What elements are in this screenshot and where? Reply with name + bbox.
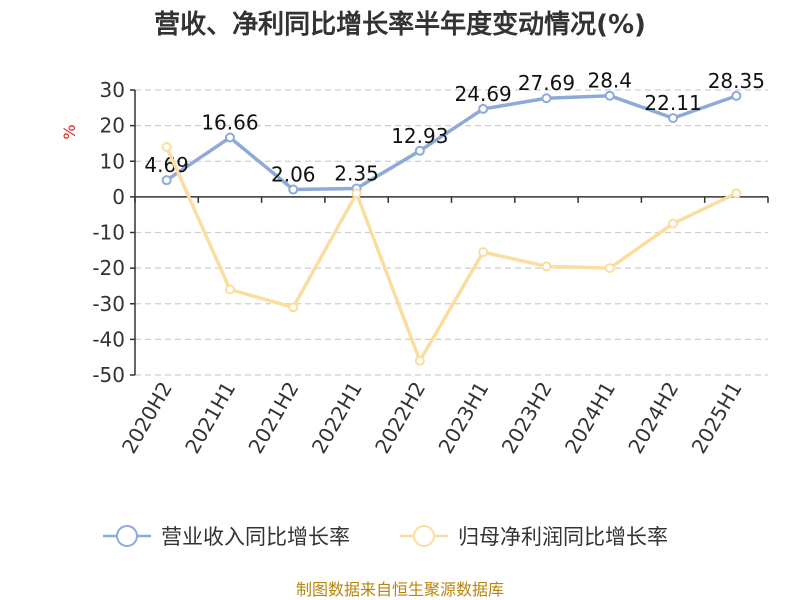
- data-label: 4.69: [144, 153, 189, 177]
- data-label: 28.4: [587, 69, 632, 93]
- series-layer: 4.69 16.66 2.06 2.35 12.93 24.69 27.69 28.4 22.1…: [144, 69, 765, 366]
- legend-marker: [116, 525, 138, 547]
- y-axis-unit: %: [60, 124, 79, 139]
- legend-marker: [413, 525, 435, 547]
- data-point: [414, 355, 425, 366]
- data-point: [161, 175, 172, 186]
- y-tick-label: -20: [92, 256, 125, 280]
- data-point: [731, 188, 742, 199]
- y-tick-label: -10: [92, 221, 125, 245]
- x-tick-label: 2022H2: [370, 378, 430, 458]
- data-point: [288, 184, 299, 195]
- data-label: 28.35: [708, 69, 765, 93]
- data-label: 27.69: [518, 71, 575, 95]
- y-tick-label: 30: [100, 78, 125, 102]
- y-tick-label: 10: [100, 149, 125, 173]
- data-label: 2.06: [271, 163, 316, 187]
- data-point: [668, 218, 679, 229]
- x-tick-label: 2023H2: [497, 378, 557, 458]
- data-point: [161, 142, 172, 152]
- legend[interactable]: 营业收入同比增长率 归母净利润同比增长率: [103, 525, 668, 549]
- y-tick-label: -30: [92, 292, 125, 316]
- data-point: [351, 188, 362, 199]
- data-point: [731, 90, 742, 101]
- data-label: 2.35: [334, 162, 379, 186]
- series-line-0: [165, 93, 737, 192]
- data-point: [541, 261, 552, 272]
- legend-label: 营业收入同比增长率: [161, 525, 350, 549]
- x-tick-label: 2021H1: [180, 378, 240, 458]
- data-point: [224, 284, 235, 295]
- x-tick-label: 2025H1: [687, 378, 747, 458]
- data-label: 12.93: [391, 124, 448, 148]
- y-tick-label: -50: [92, 363, 125, 387]
- chart-title: 营收、净利同比增长率半年度变动情况(%): [154, 9, 646, 40]
- legend-label: 归母净利润同比增长率: [458, 525, 668, 549]
- y-tick-labels: 30 20 10 0 -10 -20 -30 -40 -50: [92, 78, 125, 387]
- grid-lines: [135, 89, 768, 376]
- data-point: [288, 302, 299, 313]
- y-tick-label: -40: [92, 327, 125, 351]
- data-point: [541, 93, 552, 104]
- x-tick-label: 2022H1: [307, 378, 367, 458]
- data-label: 22.11: [644, 91, 701, 115]
- legend-item-1[interactable]: 归母净利润同比增长率: [400, 525, 668, 549]
- x-tick-label: 2024H2: [623, 378, 683, 458]
- x-tick-labels: 2020H2 2021H1 2021H2 2022H1 2022H2 2023H1 2023…: [117, 378, 747, 458]
- data-point: [604, 263, 615, 274]
- data-source-note: 制图数据来自恒生聚源数据库: [296, 580, 504, 599]
- x-tick-label: 2021H2: [243, 378, 303, 458]
- data-point: [604, 90, 615, 101]
- y-tick-label: 20: [100, 114, 125, 138]
- data-point: [224, 132, 235, 143]
- data-point: [478, 103, 489, 114]
- data-point: [414, 145, 425, 156]
- data-label: 16.66: [201, 111, 258, 135]
- x-tick-label: 2020H2: [117, 378, 177, 458]
- data-label: 24.69: [455, 82, 512, 106]
- x-tick-label: 2023H1: [433, 378, 493, 458]
- y-tick-label: 0: [112, 185, 125, 209]
- x-tick-label: 2024H1: [560, 378, 620, 458]
- data-point: [478, 247, 489, 258]
- axes: [130, 89, 769, 376]
- legend-item-0[interactable]: 营业收入同比增长率: [103, 525, 350, 549]
- series-line-1: [165, 146, 738, 363]
- data-point: [668, 113, 679, 124]
